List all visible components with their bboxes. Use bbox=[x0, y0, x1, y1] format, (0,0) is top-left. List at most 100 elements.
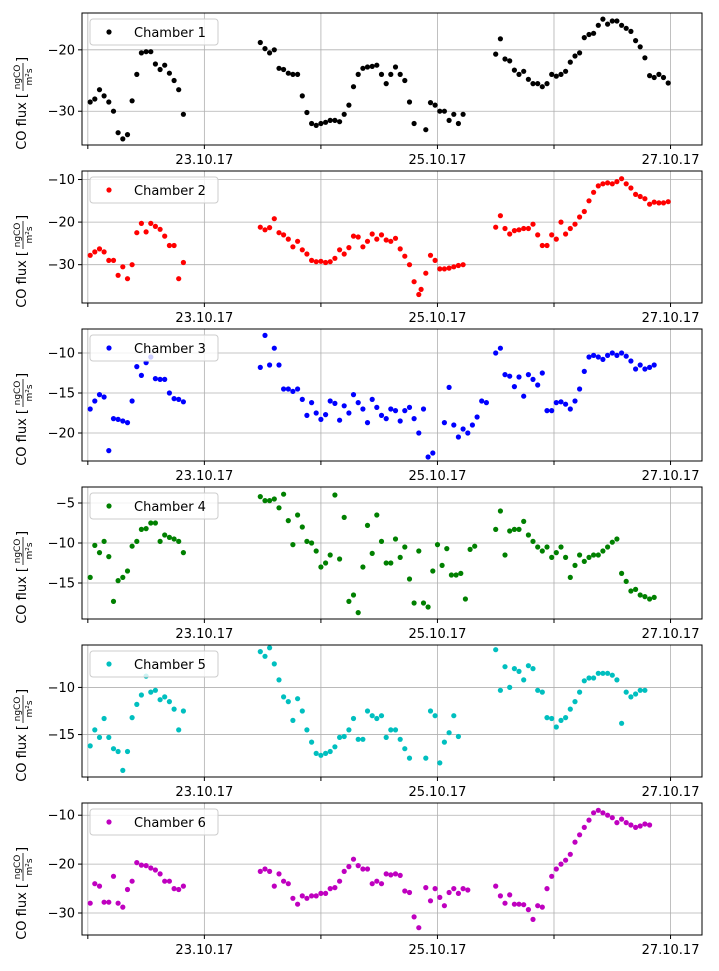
data-point bbox=[295, 696, 301, 702]
data-point bbox=[472, 543, 478, 549]
data-point bbox=[567, 706, 573, 712]
data-point bbox=[304, 251, 310, 257]
data-point bbox=[369, 881, 375, 887]
data-point bbox=[115, 578, 121, 584]
data-points bbox=[87, 176, 671, 298]
data-point bbox=[605, 352, 611, 358]
data-point bbox=[378, 412, 385, 418]
data-point bbox=[176, 87, 182, 93]
data-point bbox=[507, 231, 513, 237]
data-point bbox=[369, 231, 375, 237]
data-point bbox=[355, 234, 361, 240]
data-point bbox=[180, 708, 186, 714]
y-axis-unit-denominator: m²s bbox=[25, 384, 35, 401]
data-point bbox=[544, 544, 550, 550]
data-point bbox=[553, 400, 559, 406]
data-point bbox=[323, 750, 329, 757]
data-point bbox=[660, 74, 667, 81]
data-point bbox=[586, 817, 592, 823]
data-point bbox=[388, 71, 394, 77]
data-point bbox=[360, 866, 366, 872]
data-point bbox=[516, 374, 522, 380]
data-point bbox=[162, 532, 168, 538]
data-point bbox=[96, 87, 103, 93]
data-point bbox=[171, 536, 177, 542]
data-point bbox=[171, 396, 177, 402]
data-point bbox=[493, 51, 499, 57]
data-point bbox=[619, 176, 625, 182]
y-axis-label: CO flux [ngCO m²s] bbox=[13, 531, 35, 624]
data-point bbox=[530, 221, 536, 227]
data-point bbox=[355, 71, 361, 77]
data-point bbox=[577, 214, 583, 220]
data-point bbox=[637, 823, 643, 829]
data-point bbox=[591, 810, 597, 816]
data-point bbox=[378, 538, 385, 545]
data-point bbox=[346, 102, 352, 108]
legend-box bbox=[89, 334, 219, 362]
data-point bbox=[553, 73, 559, 79]
data-point bbox=[171, 886, 177, 892]
data-point bbox=[290, 542, 296, 548]
data-point bbox=[138, 372, 144, 378]
data-point bbox=[549, 715, 555, 722]
y-axis-label: CO flux [ngCO m²s] bbox=[13, 847, 35, 940]
data-point bbox=[567, 851, 573, 857]
data-point bbox=[595, 670, 601, 676]
data-point bbox=[416, 925, 422, 931]
data-point bbox=[309, 120, 315, 127]
data-point bbox=[577, 552, 583, 558]
data-point bbox=[96, 883, 103, 889]
data-point bbox=[267, 645, 273, 651]
data-point bbox=[637, 592, 643, 598]
data-point bbox=[577, 386, 583, 392]
data-point bbox=[586, 31, 592, 38]
data-point bbox=[337, 247, 343, 253]
data-point bbox=[451, 422, 457, 428]
data-point bbox=[469, 422, 475, 428]
legend-label: Chamber 2 bbox=[134, 184, 206, 199]
data-point bbox=[423, 127, 429, 133]
data-point bbox=[633, 366, 639, 372]
data-point bbox=[327, 886, 333, 892]
data-point bbox=[623, 820, 629, 826]
data-point bbox=[502, 225, 508, 232]
data-point bbox=[148, 865, 154, 871]
data-point bbox=[350, 392, 357, 398]
data-point bbox=[360, 736, 366, 742]
data-point bbox=[591, 675, 597, 681]
data-point bbox=[411, 279, 417, 285]
data-point bbox=[619, 720, 625, 726]
data-point bbox=[157, 376, 163, 382]
data-point bbox=[525, 663, 532, 669]
data-point bbox=[383, 560, 389, 566]
data-point bbox=[101, 394, 107, 400]
data-point bbox=[327, 552, 333, 558]
data-point bbox=[614, 352, 620, 358]
data-point bbox=[176, 276, 182, 282]
data-point bbox=[619, 350, 625, 356]
data-point bbox=[374, 404, 380, 410]
data-point bbox=[134, 71, 140, 77]
data-point bbox=[502, 56, 508, 62]
data-point bbox=[152, 223, 158, 229]
data-point bbox=[619, 570, 625, 577]
data-point bbox=[285, 518, 291, 524]
data-point bbox=[581, 678, 587, 684]
data-point bbox=[101, 715, 107, 722]
data-point bbox=[346, 727, 352, 733]
data-point bbox=[262, 227, 268, 233]
data-point bbox=[465, 430, 471, 436]
data-point bbox=[332, 744, 338, 750]
data-point bbox=[129, 878, 135, 884]
data-point bbox=[437, 266, 443, 272]
data-point bbox=[581, 368, 587, 374]
data-point bbox=[493, 526, 499, 533]
data-point bbox=[525, 907, 532, 913]
data-point bbox=[591, 189, 597, 195]
data-point bbox=[369, 63, 375, 69]
data-point bbox=[392, 536, 399, 542]
data-point bbox=[502, 900, 508, 906]
data-point bbox=[383, 81, 389, 87]
